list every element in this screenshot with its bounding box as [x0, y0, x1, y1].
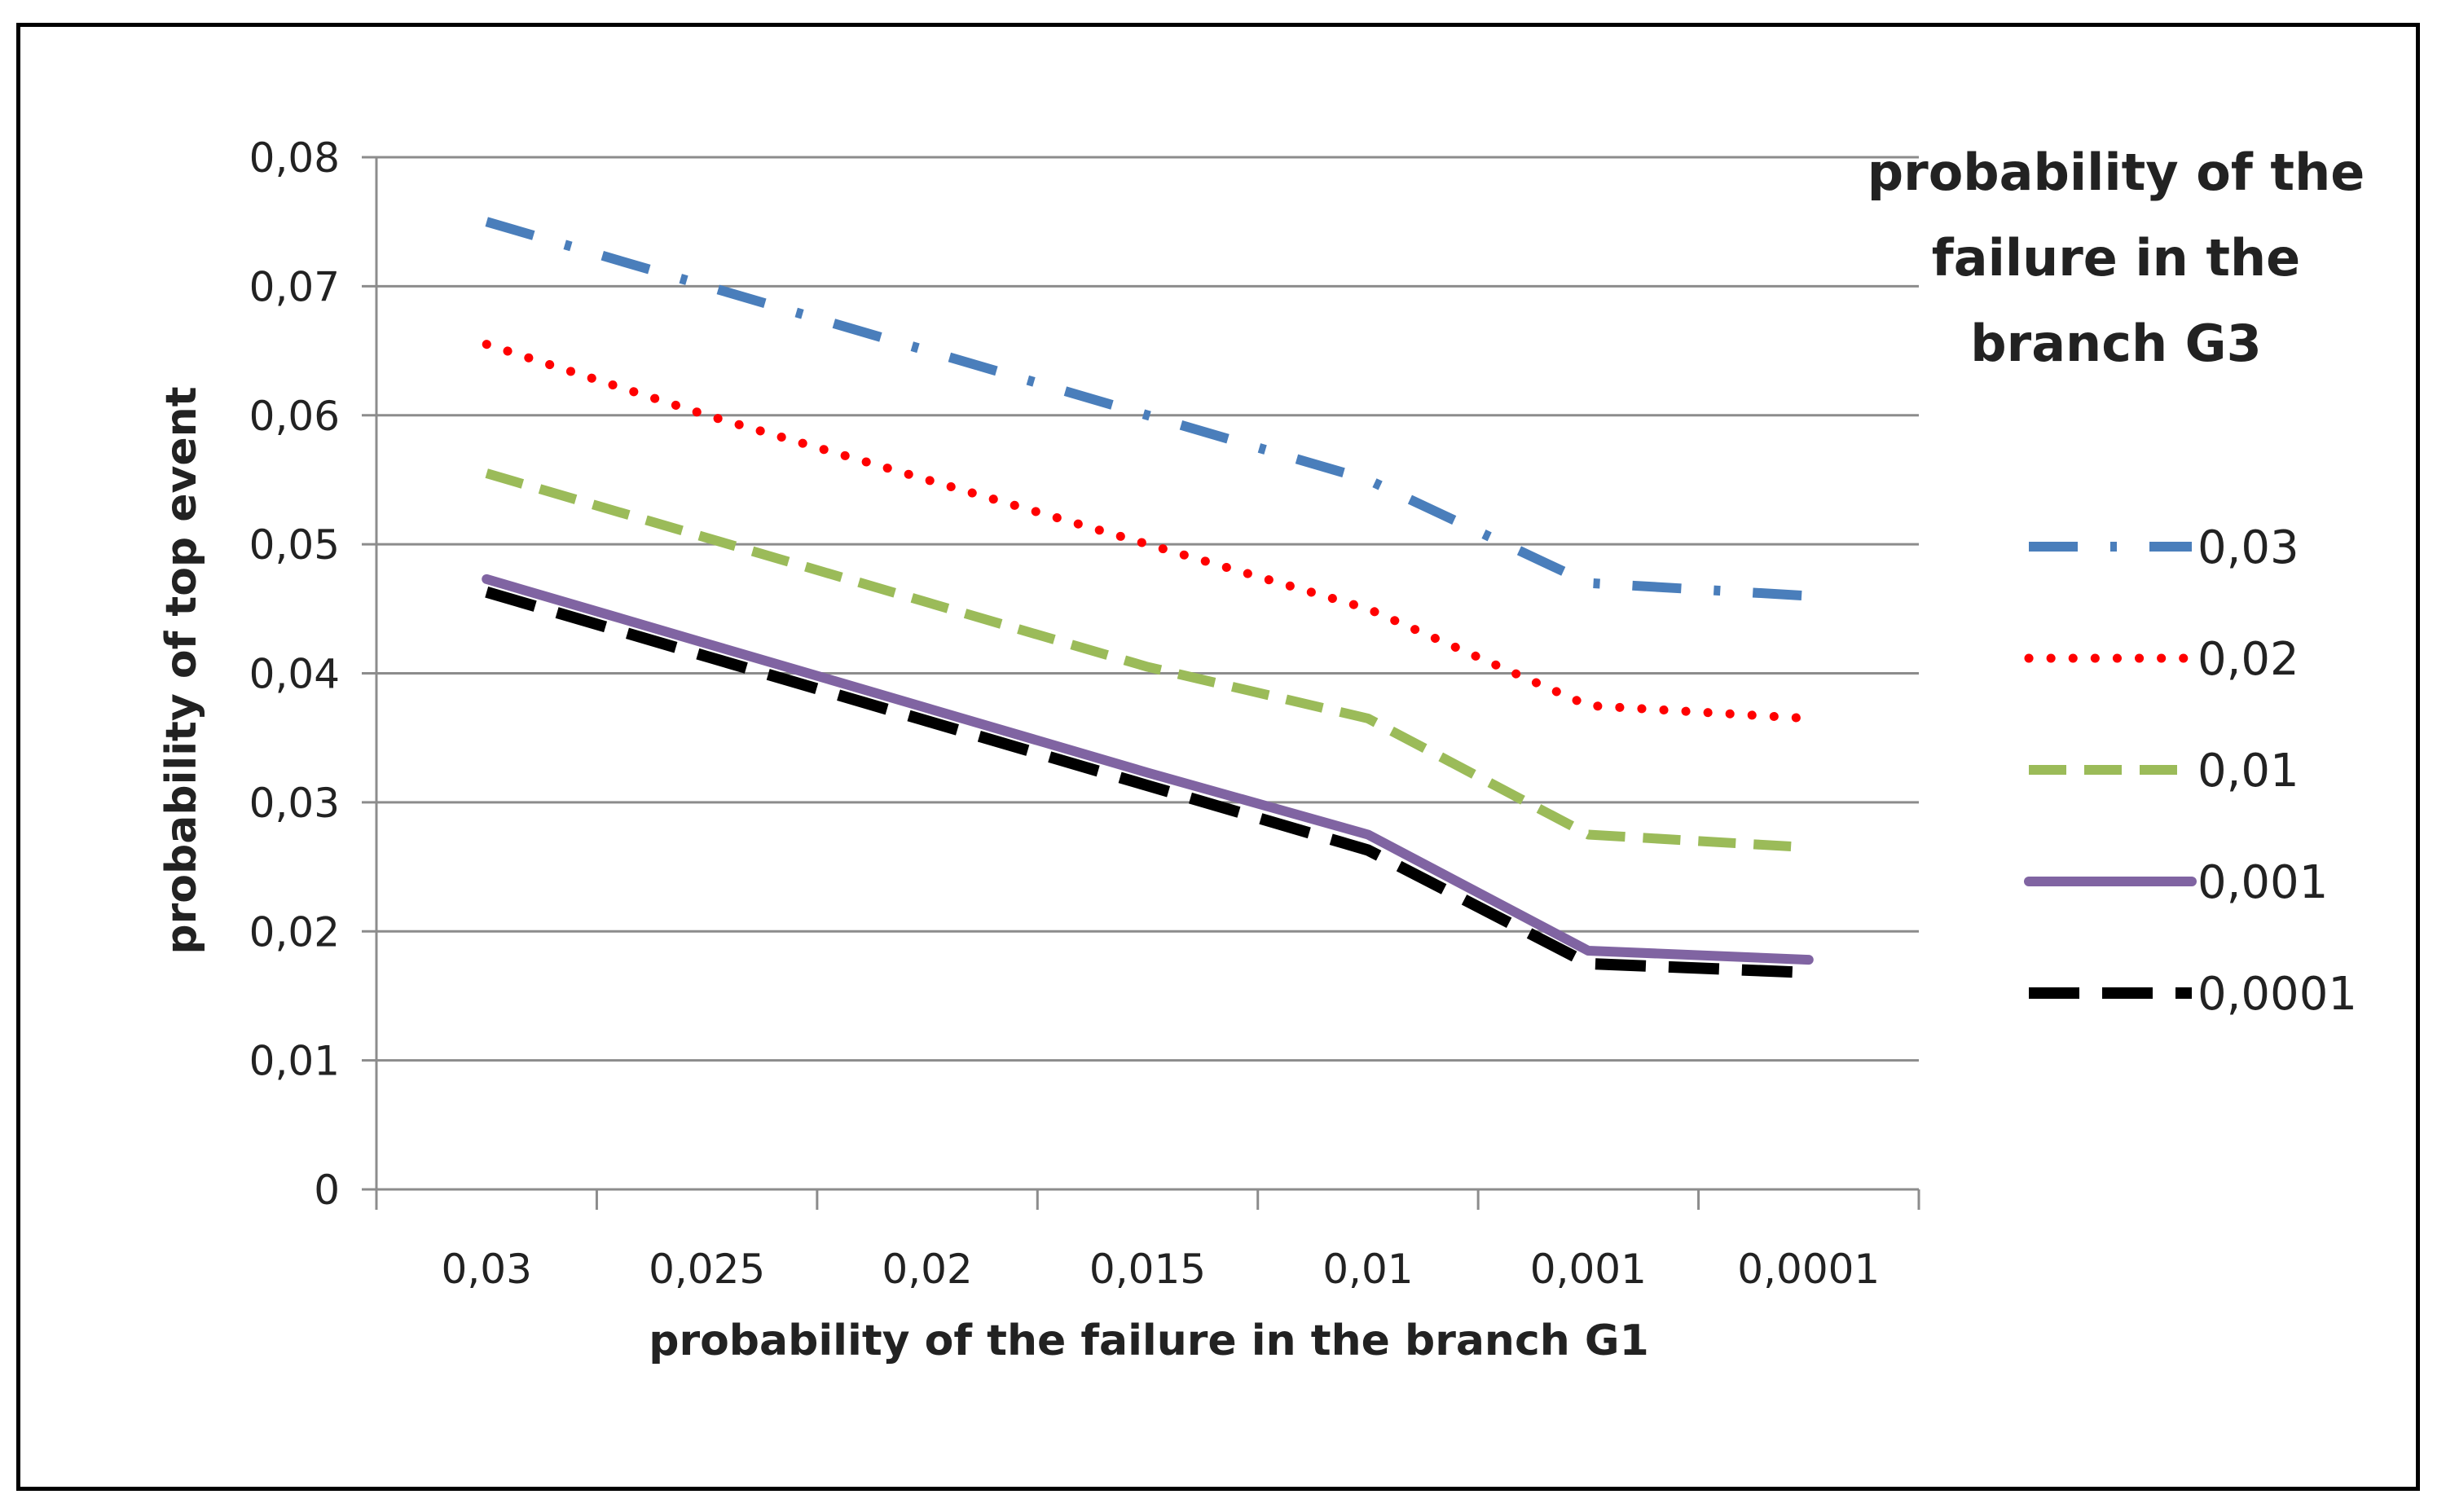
data-point [1808, 718, 1810, 719]
data-point [486, 578, 487, 580]
data-point [1147, 785, 1149, 786]
data-point [1367, 718, 1369, 719]
chart-frame: 0 0,01 0,02 0,03 0,04 0,05 0,06 0,07 0,08 0,03 0,… [16, 23, 2420, 1491]
x-axis-title: probability of the failure in the branch… [649, 1316, 1649, 1365]
data-point [706, 643, 708, 644]
data-point [1147, 771, 1149, 773]
y-axis-title: probability of top event [157, 386, 206, 954]
data-point [926, 707, 928, 709]
data-point [706, 285, 708, 287]
y-tick-label: 0,08 [249, 134, 340, 182]
x-tick-label: 0,001 [1530, 1246, 1647, 1293]
data-point [1367, 849, 1369, 850]
data-point [1367, 479, 1369, 481]
legend-label: 0,03 [2197, 521, 2299, 574]
legend-label: 0,01 [2197, 745, 2299, 798]
legend-title-line-3: branch G3 [1970, 314, 2261, 373]
data-point [1367, 608, 1369, 609]
y-tick-label: 0,02 [249, 908, 340, 956]
data-point [486, 344, 487, 345]
gridlines [362, 156, 1919, 1191]
data-point [1587, 582, 1589, 584]
legend: probability of the failure in the branch… [1867, 143, 2365, 1021]
data-point [1808, 972, 1810, 974]
data-point [1587, 833, 1589, 835]
data-point [1808, 846, 1810, 848]
data-point [706, 415, 708, 416]
data-point [1587, 705, 1589, 706]
series-line-0-03 [485, 217, 1810, 601]
series-line-0-001 [482, 574, 1814, 965]
data-point [1147, 543, 1149, 545]
legend-title-line-2: failure in the [1932, 228, 2300, 288]
data-point [1587, 950, 1589, 952]
data-point [1808, 595, 1810, 596]
data-point [486, 472, 487, 474]
y-tick-label: 0,07 [249, 263, 340, 310]
x-axis-ticks: 0,03 0,025 0,02 0,015 0,01 0,001 0,0001 [442, 1246, 1881, 1293]
y-tick-label: 0,03 [249, 780, 340, 827]
legend-title-line-1: probability of the [1867, 143, 2365, 202]
x-tick-label: 0,03 [442, 1246, 532, 1293]
data-point [1808, 959, 1810, 960]
y-tick-label: 0,05 [249, 521, 340, 569]
data-point [706, 537, 708, 538]
data-point [706, 656, 708, 657]
line-chart: 00,010,020,030,040,050,060,070,08 0,03 0,… [157, 134, 2365, 1365]
data-point [486, 221, 487, 222]
data-point [926, 720, 928, 722]
legend-label: 0,02 [2197, 633, 2299, 686]
x-tick-label: 0,02 [882, 1246, 972, 1293]
y-tick-label: 0,01 [249, 1038, 340, 1085]
data-point [926, 350, 928, 352]
data-point [1147, 415, 1149, 416]
x-tick-label: 0,01 [1322, 1246, 1413, 1293]
data-point [1367, 833, 1369, 835]
data-point [1147, 666, 1149, 668]
legend-label: 0,001 [2197, 856, 2328, 909]
series-line-0-01 [485, 468, 1810, 853]
legend-label: 0,0001 [2197, 968, 2357, 1021]
data-point [926, 601, 928, 603]
y-axis-ticks: 0 0,01 0,02 0,03 0,04 0,05 0,06 0,07 0,08 [249, 134, 340, 1214]
x-tick-label: 0,0001 [1737, 1246, 1880, 1293]
series-lines [482, 217, 1814, 978]
x-axis [375, 157, 1920, 1210]
data-point [486, 591, 487, 593]
y-tick-label: 0,06 [249, 393, 340, 440]
x-tick-label: 0,025 [649, 1246, 765, 1293]
y-tick-label: 0,04 [249, 651, 340, 698]
data-point [1587, 963, 1589, 965]
y-tick-label: 0 [314, 1167, 340, 1214]
x-tick-label: 0,015 [1089, 1246, 1206, 1293]
data-point [926, 479, 928, 481]
series-line-0-0001 [485, 587, 1810, 978]
